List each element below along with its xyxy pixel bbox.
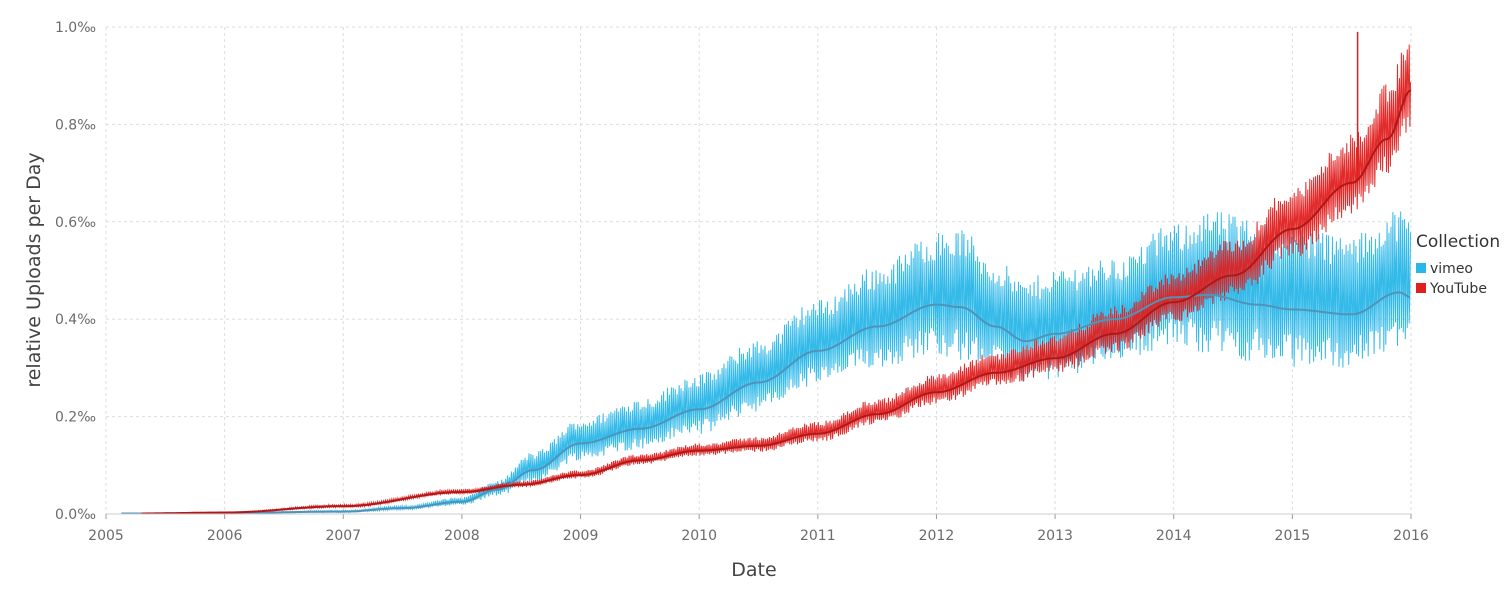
series-line-vimeo	[121, 211, 1411, 515]
x-tick-label: 2007	[325, 528, 361, 544]
x-tick-label: 2011	[800, 528, 836, 544]
y-axis-title: relative Uploads per Day	[23, 152, 45, 387]
x-tick-label: 2013	[1037, 528, 1073, 544]
x-axis-title: Date	[731, 559, 776, 581]
legend: Collection vimeo YouTube	[1416, 232, 1500, 297]
x-tick-label: 2006	[207, 528, 243, 544]
x-axis: 2005 2006 2007 2008 2009 2010 2011 2012 2013 2014…	[88, 513, 1429, 544]
y-tick-label: 0.0‰	[55, 507, 96, 523]
y-tick-label: 0.6‰	[55, 215, 96, 231]
x-tick-label: 2014	[1156, 528, 1192, 544]
y-axis: 0.0‰ 0.2‰ 0.4‰ 0.6‰ 0.8‰ 1.0‰	[55, 20, 96, 523]
x-tick-label: 2005	[88, 528, 124, 544]
x-tick-label: 2012	[919, 528, 955, 544]
y-tick-label: 0.2‰	[55, 410, 96, 426]
x-tick-label: 2008	[444, 528, 480, 544]
legend-label-youtube: YouTube	[1429, 281, 1487, 297]
legend-swatch-vimeo	[1416, 263, 1426, 273]
y-tick-label: 0.8‰	[55, 117, 96, 133]
trend-line-youtube	[141, 89, 1412, 515]
y-tick-label: 1.0‰	[55, 20, 96, 36]
x-tick-label: 2015	[1275, 528, 1311, 544]
trend-line-vimeo	[121, 291, 1411, 515]
legend-label-vimeo: vimeo	[1430, 261, 1473, 277]
y-tick-label: 0.4‰	[55, 312, 96, 328]
plot-area	[121, 31, 1412, 515]
x-tick-label: 2016	[1393, 528, 1429, 544]
x-tick-label: 2009	[563, 528, 599, 544]
legend-title: Collection	[1416, 232, 1500, 252]
legend-swatch-youtube	[1416, 283, 1426, 293]
x-tick-label: 2010	[681, 528, 717, 544]
